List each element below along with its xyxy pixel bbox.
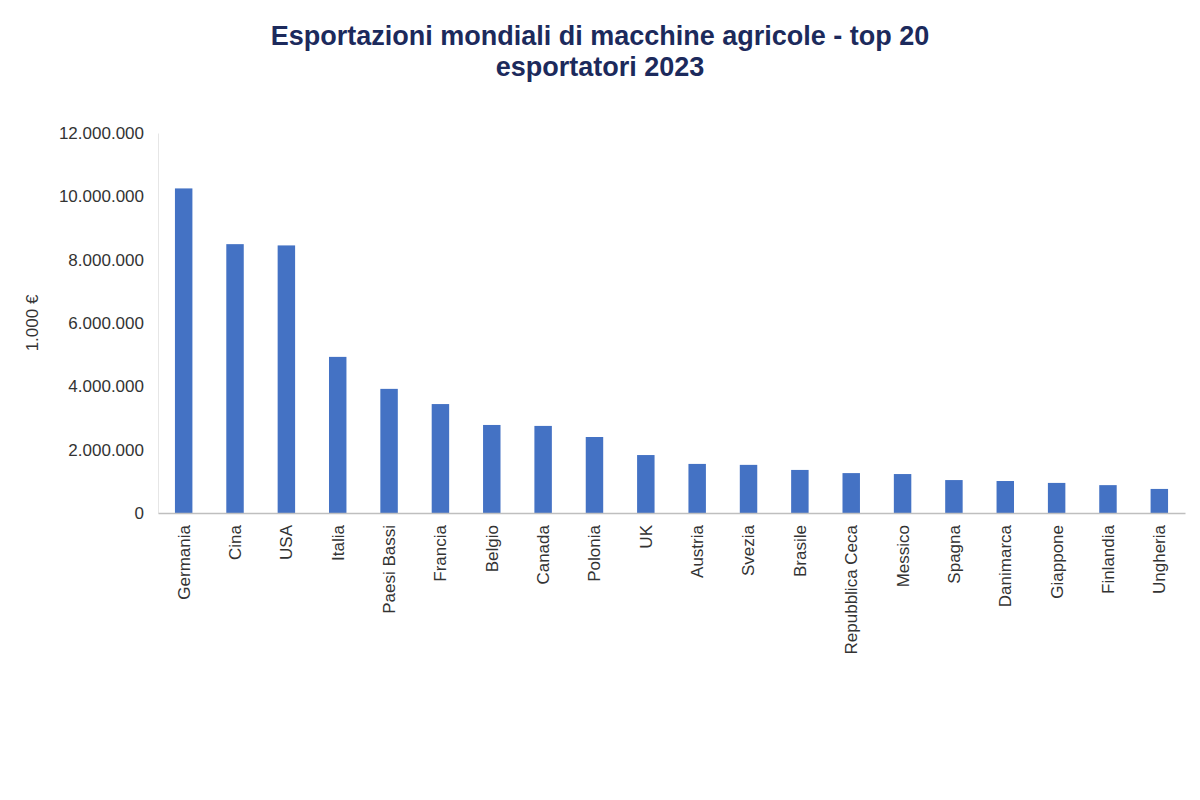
x-tick: Cina <box>226 513 245 560</box>
y-tick: 2.000.000 <box>68 441 158 460</box>
x-tick-label: Finlandia <box>1099 524 1118 594</box>
bar <box>380 389 397 513</box>
bar <box>945 480 962 513</box>
bar <box>534 426 551 513</box>
y-tick-label: 12.000.000 <box>59 124 144 143</box>
y-tick: 8.000.000 <box>68 251 158 270</box>
x-tick: Austria <box>688 513 707 578</box>
x-tick-label: Italia <box>329 524 348 560</box>
bar <box>1048 483 1065 513</box>
x-tick-label: Paesi Bassi <box>380 525 399 614</box>
x-tick-label: Messico <box>894 525 913 587</box>
x-tick-label: Danimarca <box>996 524 1015 607</box>
bar <box>1099 485 1116 513</box>
x-tick-label: Ungheria <box>1150 524 1169 594</box>
bar <box>432 404 449 513</box>
x-tick: Giappone <box>1048 513 1067 599</box>
x-tick-label: Repubblica Ceca <box>842 524 861 654</box>
x-tick: Germania <box>175 513 194 600</box>
chart: Esportazioni mondiali di macchine agrico… <box>0 0 1200 800</box>
x-tick: Repubblica Ceca <box>842 513 861 654</box>
y-tick: 12.000.000 <box>59 124 158 143</box>
y-tick-label: 10.000.000 <box>59 187 144 206</box>
x-axis: Germania Cina USA Italia Paesi Bassi Francia B… <box>159 513 1186 654</box>
bar <box>329 357 346 513</box>
x-tick-label: Belgio <box>483 525 502 572</box>
bar <box>740 465 757 513</box>
bar <box>226 244 243 513</box>
y-tick: 0 <box>135 504 158 523</box>
bar <box>997 481 1014 513</box>
x-tick: Finlandia <box>1099 513 1118 594</box>
bar <box>586 437 603 513</box>
bar <box>894 474 911 513</box>
x-tick: Francia <box>431 513 450 582</box>
y-axis: 0 2.000.000 4.000.000 6.000.000 8.000.000 10.… <box>59 124 159 523</box>
plot: 0 2.000.000 4.000.000 6.000.000 8.000.000 10.… <box>59 124 1186 655</box>
x-axis-line <box>159 513 1186 515</box>
y-tick-label: 8.000.000 <box>68 251 144 270</box>
x-tick: Ungheria <box>1150 513 1169 594</box>
x-tick-label: Austria <box>688 524 707 577</box>
x-tick: USA <box>277 513 296 560</box>
y-tick: 6.000.000 <box>68 314 158 333</box>
title: Esportazioni mondiali di macchine agrico… <box>271 21 930 82</box>
x-tick-label: Canada <box>534 524 553 584</box>
x-tick-label: USA <box>277 524 296 560</box>
x-tick: Danimarca <box>996 513 1015 607</box>
y-tick-label: 4.000.000 <box>68 377 144 396</box>
y-axis-title: 1.000 € <box>23 294 42 351</box>
x-tick-label: Svezia <box>739 524 758 576</box>
x-tick-label: Giappone <box>1048 525 1067 599</box>
x-tick: Messico <box>894 513 913 587</box>
x-tick-label: Polonia <box>585 524 604 581</box>
bar <box>1151 489 1168 513</box>
bar <box>791 470 808 513</box>
x-tick: Brasile <box>791 513 810 577</box>
bar <box>842 473 859 513</box>
bar <box>483 425 500 513</box>
bar <box>688 464 705 513</box>
x-tick: Svezia <box>739 513 758 576</box>
x-tick: Paesi Bassi <box>380 513 399 614</box>
x-tick: Spagna <box>945 513 964 584</box>
x-tick: Belgio <box>483 513 502 572</box>
x-tick-label: Germania <box>175 524 194 599</box>
x-tick: Canada <box>534 513 553 585</box>
y-axis-line <box>158 134 159 514</box>
x-tick-label: UK <box>637 524 656 548</box>
bar <box>278 245 295 513</box>
x-tick: UK <box>637 513 656 549</box>
bar <box>175 188 192 513</box>
bars <box>175 188 1168 513</box>
x-tick: Polonia <box>585 513 604 582</box>
y-tick-label: 2.000.000 <box>68 441 144 460</box>
x-tick-label: Spagna <box>945 524 964 583</box>
x-tick: Italia <box>329 513 348 561</box>
x-tick-label: Francia <box>431 524 450 581</box>
y-tick: 10.000.000 <box>59 187 158 206</box>
y-tick-label: 0 <box>135 504 144 523</box>
bar <box>637 455 654 513</box>
y-tick: 4.000.000 <box>68 377 158 396</box>
y-tick-label: 6.000.000 <box>68 314 144 333</box>
x-tick-label: Brasile <box>791 525 810 577</box>
x-tick-label: Cina <box>226 524 245 560</box>
